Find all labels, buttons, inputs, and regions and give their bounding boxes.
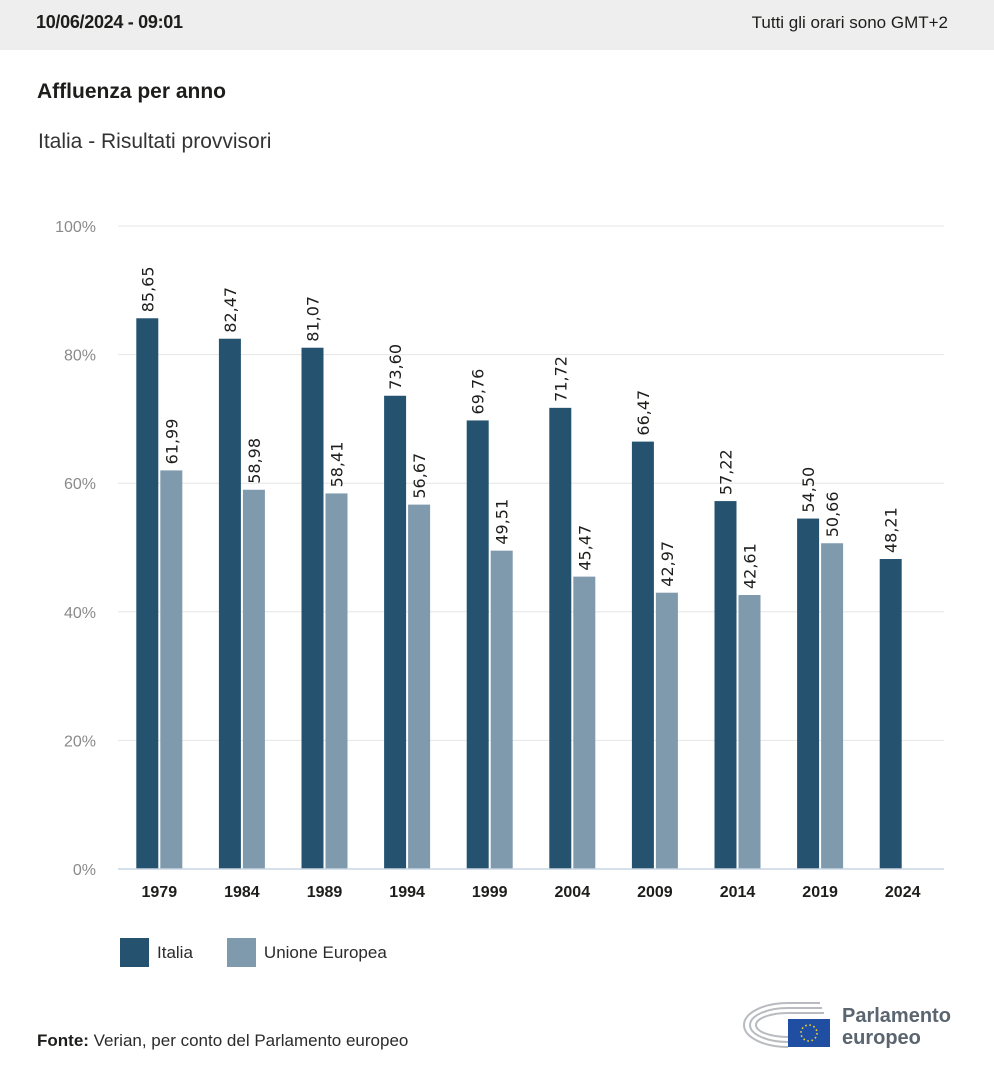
bar-ue	[325, 493, 348, 869]
source-label: Fonte:	[37, 1031, 89, 1050]
datetime-label: 10/06/2024 - 09:01	[36, 12, 183, 32]
data-label: 48,21	[882, 507, 901, 553]
data-label: 50,66	[823, 491, 842, 537]
chart-subtitle: Italia - Risultati provvisori	[38, 130, 272, 153]
y-tick-label: 80%	[64, 348, 96, 365]
bar-italia	[301, 347, 324, 869]
x-tick-label: 1989	[307, 884, 343, 901]
y-tick-label: 60%	[64, 476, 96, 493]
bar-italia	[549, 407, 572, 869]
hemicycle-icon	[742, 1002, 824, 1048]
bar-ue	[490, 550, 513, 869]
legend-swatch-ue	[226, 938, 256, 967]
x-tick-label: 2024	[885, 884, 921, 901]
data-label: 54,50	[799, 467, 818, 513]
y-tick-label: 0%	[73, 862, 96, 879]
x-tick-label: 1994	[389, 884, 425, 901]
bar-ue	[821, 543, 844, 869]
data-label: 73,60	[386, 344, 405, 390]
top-bar: 10/06/2024 - 09:01 Tutti gli orari sono …	[0, 0, 994, 50]
bar-ue	[408, 504, 431, 869]
legend-item-ue[interactable]: Unione Europea	[226, 938, 387, 967]
data-label: 85,65	[138, 266, 157, 312]
turnout-bar-chart: 0%20%40%60%80%100% 85,6561,9982,4758,988…	[55, 219, 944, 901]
data-label: 42,97	[658, 541, 677, 587]
y-axis-ticks: 0% 20% 40% 60% 80% 100%	[55, 219, 96, 879]
parliament-logo	[742, 1002, 830, 1048]
data-label: 82,47	[221, 287, 240, 333]
data-label: 69,76	[469, 369, 488, 415]
legend-label-ue: Unione Europea	[263, 942, 387, 962]
logo-line1: Parlamento	[842, 1005, 951, 1027]
bar-italia	[136, 318, 159, 869]
data-label: 45,47	[575, 525, 594, 571]
bar-italia	[384, 395, 407, 869]
bar-italia	[797, 518, 820, 869]
data-label: 58,41	[328, 442, 347, 488]
data-label: 58,98	[245, 438, 264, 484]
x-tick-label: 1999	[472, 884, 508, 901]
bar-ue	[160, 470, 183, 869]
data-label: 56,67	[410, 453, 429, 499]
data-label: 49,51	[493, 499, 512, 545]
x-axis-ticks: 1979 1984 1989 1994 1999 2004 2009 2014 2019 2024	[118, 868, 944, 901]
source-note: Fonte: Verian, per conto del Parlamento …	[37, 1031, 408, 1051]
logo-line2: europeo	[842, 1027, 921, 1049]
gridlines	[118, 225, 944, 741]
bar-ue	[655, 592, 678, 869]
bar-ue	[242, 489, 265, 869]
legend-label-italia: Italia	[157, 942, 193, 962]
bar-italia	[879, 559, 902, 869]
chart-title: Affluenza per anno	[37, 80, 227, 103]
parliament-logo-text: Parlamento europeo	[842, 1005, 951, 1049]
timezone-note: Tutti gli orari sono GMT+2	[751, 13, 948, 32]
legend: Italia Unione Europea	[120, 938, 421, 967]
x-tick-label: 2009	[637, 884, 673, 901]
data-label: 81,07	[304, 296, 323, 342]
y-tick-label: 20%	[64, 733, 96, 750]
bar-italia	[714, 501, 737, 869]
data-label: 57,22	[717, 449, 736, 495]
y-tick-label: 100%	[55, 219, 96, 236]
y-tick-label: 40%	[64, 605, 96, 622]
x-tick-label: 2004	[555, 884, 591, 901]
data-label: 42,61	[741, 543, 760, 589]
bars: 85,65 61,99 82,47 58,98 81,07 58,41 73,60 56,67…	[136, 266, 902, 869]
x-tick-label: 2019	[802, 884, 838, 901]
bar-italia	[631, 441, 654, 869]
data-label: 66,47	[634, 390, 653, 436]
data-label: 71,72	[551, 356, 570, 402]
bar-ue	[738, 595, 761, 869]
data-label: 61,99	[162, 419, 181, 465]
x-tick-label: 1979	[142, 884, 178, 901]
bar-ue	[573, 576, 596, 869]
legend-item-italia[interactable]: Italia	[120, 938, 193, 967]
x-tick-label: 1984	[224, 884, 260, 901]
source-text: Verian, per conto del Parlamento europeo	[88, 1031, 409, 1050]
bar-italia	[218, 338, 241, 869]
legend-swatch-italia	[120, 938, 149, 967]
x-tick-label: 2014	[720, 884, 756, 901]
eu-flag-icon	[788, 1019, 830, 1047]
bar-italia	[466, 420, 489, 869]
